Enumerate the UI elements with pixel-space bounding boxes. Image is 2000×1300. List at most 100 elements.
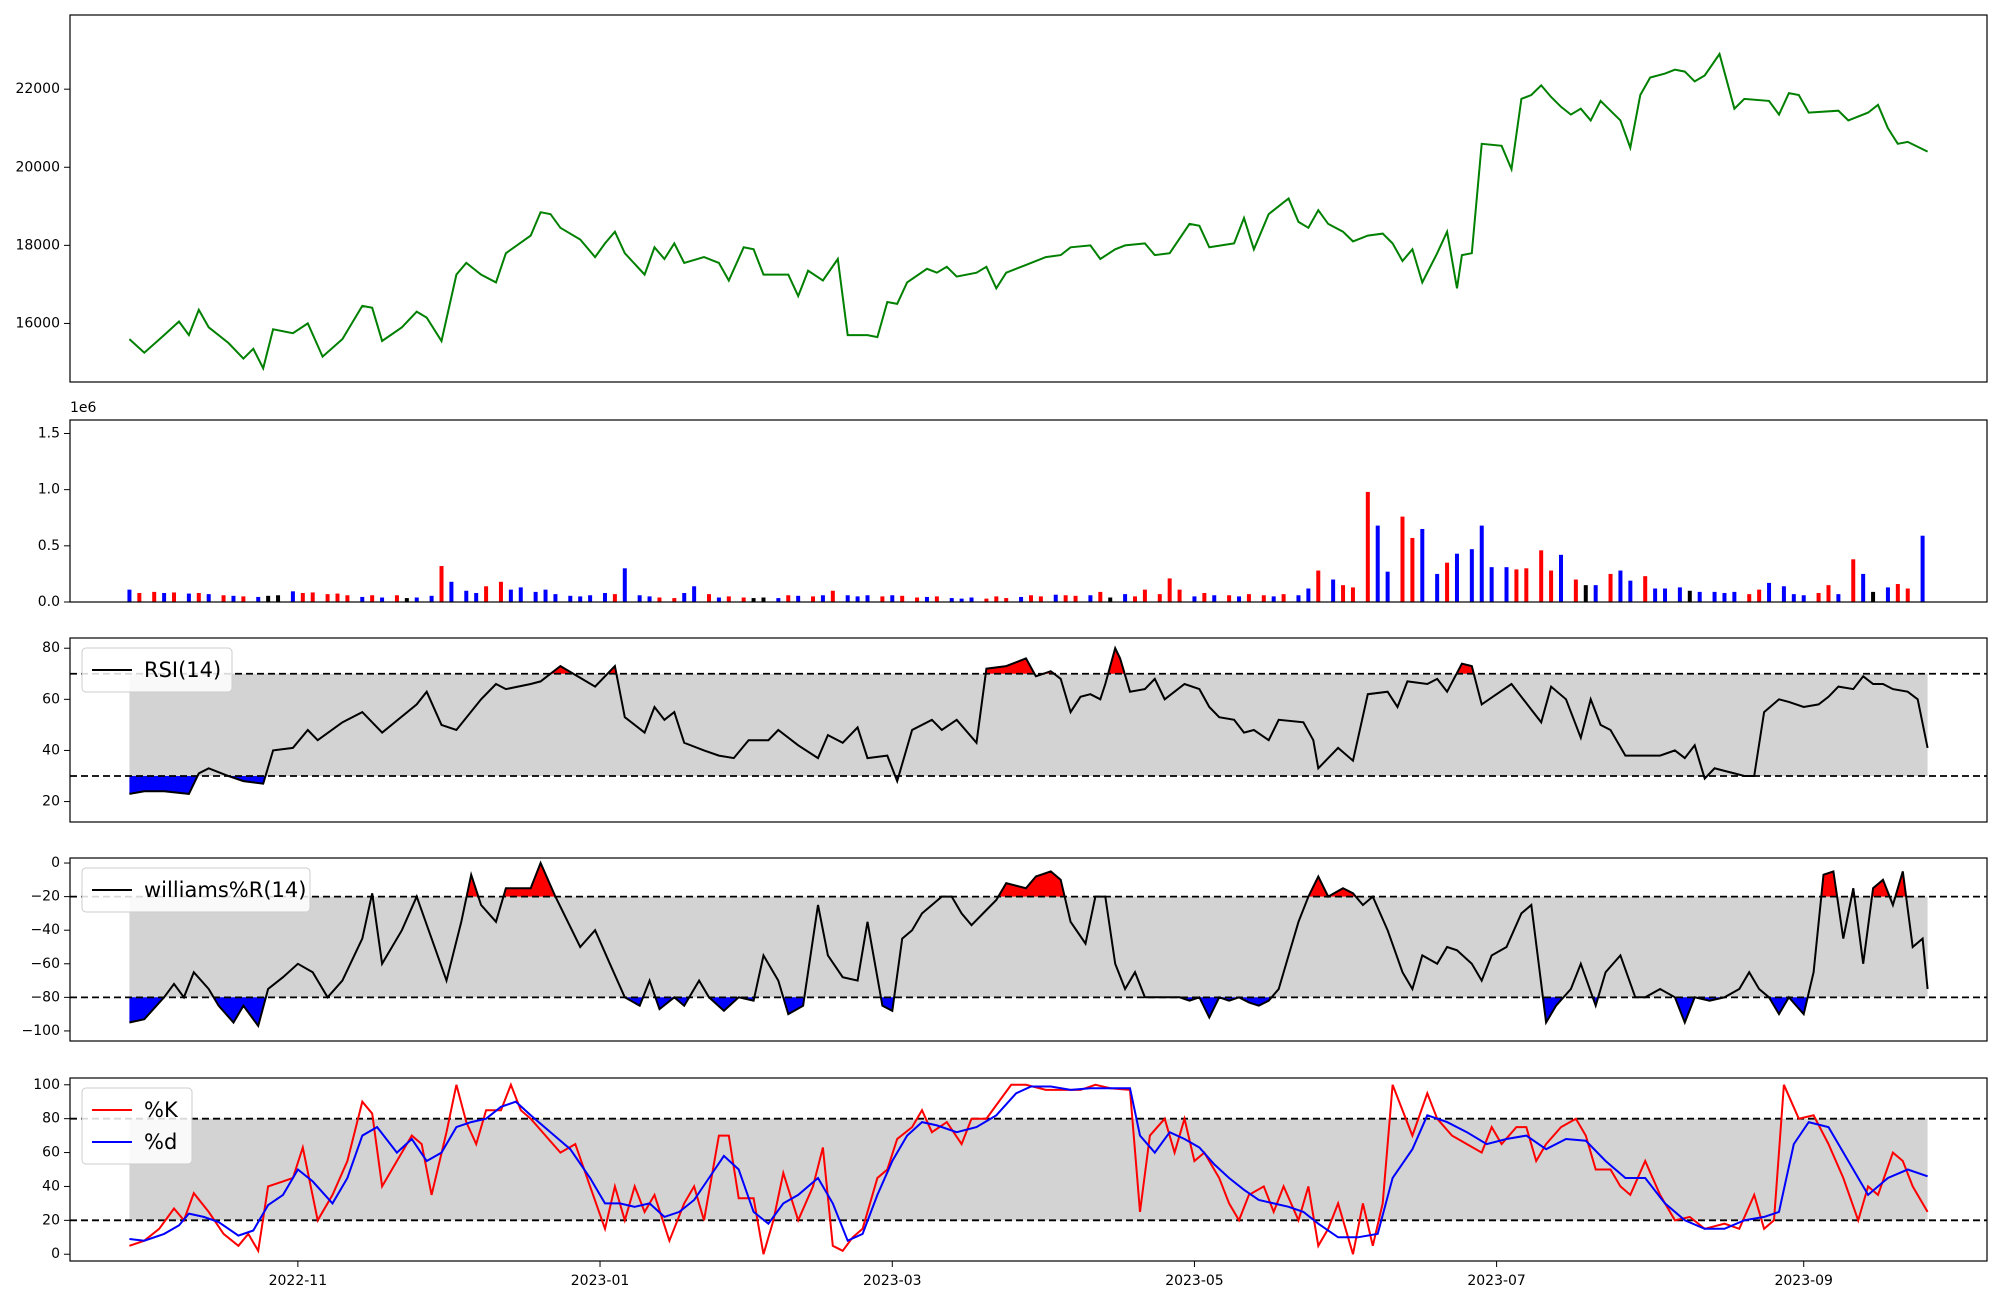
volume-bar xyxy=(310,592,315,602)
volume-bar xyxy=(1098,591,1103,602)
overbought-fill xyxy=(466,874,479,897)
volume-bar xyxy=(1469,549,1474,602)
volume-bar xyxy=(1663,588,1668,602)
d-line xyxy=(129,1085,1928,1243)
x-tick-label: 2023-03 xyxy=(863,1273,922,1289)
volume-bar xyxy=(256,596,261,602)
volume-bar xyxy=(533,591,538,602)
volume-bar xyxy=(414,597,419,602)
volume-bar xyxy=(707,594,711,602)
y-tick-label: 80 xyxy=(42,1111,60,1127)
volume-bar xyxy=(796,595,801,602)
volume-bar xyxy=(1514,569,1519,602)
y-tick-label: 16000 xyxy=(15,315,60,331)
y-tick-label: −80 xyxy=(30,989,60,1005)
volume-bar xyxy=(553,594,558,602)
overbought-fill xyxy=(1108,648,1125,674)
volume-bar xyxy=(915,597,920,602)
volume-bar xyxy=(370,595,375,602)
y-tick-label: −60 xyxy=(30,956,60,972)
x-tick-label: 2023-05 xyxy=(1165,1273,1224,1289)
y-tick-label: 0 xyxy=(51,855,60,871)
volume-bar xyxy=(1445,562,1450,602)
volume-bar xyxy=(1767,582,1772,602)
volume-bar xyxy=(1895,584,1900,602)
volume-bar xyxy=(498,581,503,602)
volume-bar xyxy=(1504,567,1509,602)
volume-bar xyxy=(152,591,157,602)
volume-bar xyxy=(266,595,271,602)
volume-bar xyxy=(716,597,721,602)
volume-bar xyxy=(588,595,593,602)
volume-bar xyxy=(1539,550,1544,602)
legend-box xyxy=(81,867,311,913)
volume-bar xyxy=(518,587,523,602)
oversold-fill xyxy=(1199,997,1220,1018)
volume-bar xyxy=(380,597,385,602)
x-tick-label: 2023-09 xyxy=(1774,1273,1833,1289)
williams-line xyxy=(129,860,1929,1029)
volume-bar xyxy=(290,591,295,602)
volume-bar xyxy=(692,586,697,602)
volume-bar xyxy=(657,597,662,602)
volume-bar xyxy=(1677,587,1682,602)
volume-bar xyxy=(1212,595,1217,602)
volume-bar xyxy=(1108,597,1113,602)
x-axis: 2022-11 2023-01 2023-03 2023-05 2023-07 2023-… xyxy=(269,1261,1833,1289)
volume-bar xyxy=(845,595,850,602)
volume-bar xyxy=(1261,595,1266,602)
y-tick-label: 1.0 xyxy=(38,482,60,498)
volume-bar xyxy=(186,593,191,602)
volume-bar xyxy=(429,595,434,602)
volume-bar xyxy=(934,596,939,602)
volume-bar xyxy=(1167,578,1172,602)
volume-bar xyxy=(1836,594,1841,602)
volume-bar xyxy=(1885,587,1890,602)
volume-bar xyxy=(1722,593,1727,602)
volume-bar xyxy=(1851,559,1856,602)
volume-bar xyxy=(1435,573,1440,602)
volume-bar xyxy=(880,596,885,602)
volume-bar xyxy=(1004,598,1009,602)
volume-bar xyxy=(900,595,905,602)
volume-bar xyxy=(761,597,766,602)
volume-bar xyxy=(776,598,781,602)
volume-bar xyxy=(1489,567,1494,602)
x-tick-label: 2023-07 xyxy=(1467,1273,1526,1289)
volume-bar xyxy=(1643,576,1648,602)
volume-bar xyxy=(1732,591,1737,602)
volume-bar xyxy=(172,592,177,602)
y-tick-label: −20 xyxy=(30,889,60,905)
legend-box xyxy=(81,1087,193,1165)
volume-bar xyxy=(786,595,791,602)
volume-bar xyxy=(1920,535,1925,602)
volume-bar xyxy=(1237,596,1242,602)
volume-bar xyxy=(578,596,583,602)
volume-bar xyxy=(1063,595,1068,602)
volume-bar xyxy=(865,595,870,602)
volume-bar xyxy=(1073,595,1078,602)
volume-bar xyxy=(1202,593,1207,602)
oversold-fill xyxy=(709,997,739,1011)
volume-bar xyxy=(394,595,399,602)
overbought-fill xyxy=(1872,879,1890,897)
volume-bar xyxy=(1385,571,1390,602)
y-tick-label: −40 xyxy=(30,922,60,938)
volume-bar xyxy=(1697,591,1702,602)
volume-bar xyxy=(1400,516,1405,602)
volume-bar xyxy=(1410,537,1415,602)
volume-bar xyxy=(1316,570,1321,602)
k-line xyxy=(129,1082,1929,1255)
panel-frame xyxy=(69,419,1988,603)
panel-frame xyxy=(69,857,1988,1042)
volume-bar xyxy=(1871,591,1876,602)
oversold-fill xyxy=(1769,997,1789,1015)
volume-bar xyxy=(1593,585,1598,602)
volume-bar xyxy=(1618,570,1623,602)
y-tick-label: 20 xyxy=(42,794,60,810)
volume-bar xyxy=(1133,596,1137,602)
volume-bar xyxy=(276,595,281,602)
volume-bar xyxy=(1028,595,1033,602)
price-panel: 16000 18000 20000 22000 xyxy=(15,14,1988,383)
price-line xyxy=(128,51,1929,372)
